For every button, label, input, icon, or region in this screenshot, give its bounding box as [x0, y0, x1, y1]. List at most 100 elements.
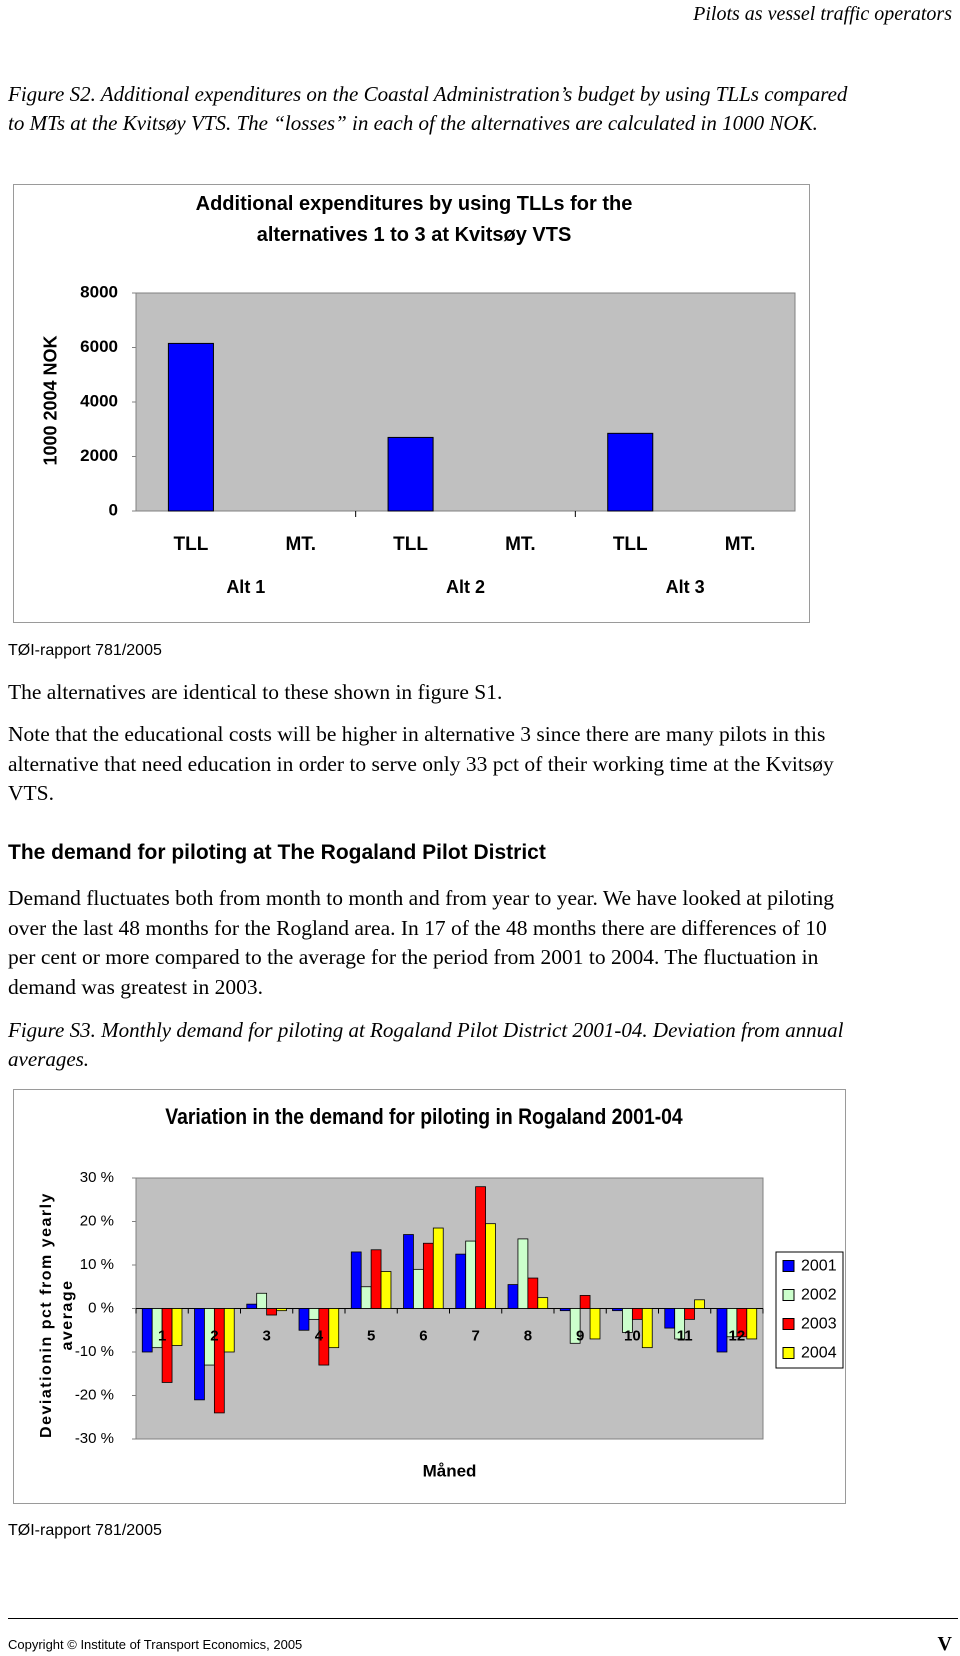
bar: [485, 1223, 496, 1309]
legend-label: 2002: [801, 1287, 837, 1304]
source-note: TØI-rapport 781/2005: [8, 642, 162, 659]
figure-caption: Figure S2. Additional expenditures on th…: [8, 82, 848, 135]
x-tick-label: MT.: [285, 534, 316, 555]
bar: [684, 1308, 695, 1320]
y-tick-label: -10 %: [75, 1343, 114, 1360]
y-tick-label: 0: [109, 500, 118, 519]
y-tick-label: -20 %: [75, 1386, 114, 1403]
bar: [308, 1308, 320, 1320]
bar: [328, 1308, 340, 1349]
legend-swatch: [782, 1289, 795, 1301]
paragraph: The alternatives are identical to these …: [8, 680, 503, 704]
bar: [161, 1308, 173, 1383]
figure-caption: Figure S3. Monthly demand for piloting a…: [8, 1018, 844, 1071]
y-tick-label: -30 %: [75, 1430, 114, 1447]
y-tick-label: 6000: [80, 337, 118, 356]
bar: [171, 1308, 183, 1346]
y-tick-label: 10 %: [80, 1256, 114, 1273]
bar: [589, 1308, 601, 1340]
y-tick-label: 0 %: [88, 1299, 114, 1316]
bar: [256, 1292, 268, 1309]
x-tick-label: TLL: [174, 534, 209, 555]
bar: [559, 1308, 571, 1312]
x-tick-label: 3: [262, 1327, 270, 1344]
x-tick-label: 2: [210, 1327, 218, 1344]
bar: [465, 1240, 477, 1309]
bar: [246, 1303, 258, 1309]
x-tick-label: 9: [576, 1327, 584, 1344]
x-tick-label: 5: [367, 1327, 375, 1344]
y-tick-label: 8000: [80, 282, 118, 301]
bar: [350, 1251, 362, 1309]
footer-rule: [8, 1618, 958, 1619]
bar: [213, 1308, 225, 1414]
x-tick-label: TLL: [393, 534, 428, 555]
x-tick-label: 12: [729, 1327, 746, 1344]
legend-label: 2001: [801, 1258, 837, 1275]
source-note: TØI-rapport 781/2005: [8, 1522, 162, 1539]
legend-swatch: [782, 1260, 795, 1272]
bar: [141, 1308, 153, 1353]
bar: [716, 1308, 728, 1353]
paragraph: Note that the educational costs will be …: [8, 722, 834, 805]
chart: -30 %-20 %-10 %0 %10 %20 %30 %1 2 3 4 5 6 7 8 9 1…: [75, 1169, 844, 1480]
bar: [746, 1308, 758, 1340]
x-tick-label: 4: [315, 1327, 324, 1344]
bar: [413, 1268, 424, 1309]
x-tick-label: 6: [419, 1327, 427, 1344]
bar: [194, 1308, 205, 1401]
x-tick-label: MT.: [505, 534, 536, 555]
bar: [537, 1297, 549, 1309]
x-tick-label: 7: [471, 1327, 479, 1344]
x-tick-label: MT.: [725, 534, 756, 555]
bar: [612, 1308, 623, 1312]
bar: [167, 342, 214, 512]
bar: [641, 1308, 653, 1349]
bar: [298, 1308, 310, 1331]
bar: [455, 1253, 467, 1309]
page-number: V: [937, 1633, 952, 1655]
bar: [266, 1308, 277, 1316]
paragraph: Demand fluctuates both from month to mon…: [8, 886, 835, 999]
x-tick-label: 1: [158, 1327, 166, 1344]
x-tick-label: 10: [624, 1327, 641, 1344]
bar: [569, 1308, 581, 1344]
plot-area: [135, 292, 796, 512]
bar: [360, 1286, 372, 1309]
bar: [517, 1238, 529, 1309]
chart-title: Variation in the demand for piloting in …: [165, 1104, 683, 1129]
x-tick-label: 8: [524, 1327, 532, 1344]
bar: [694, 1299, 705, 1309]
bar: [380, 1271, 392, 1309]
bar: [674, 1308, 686, 1340]
y-tick-label: 2000: [80, 446, 118, 465]
group-label: Alt 1: [226, 577, 265, 597]
bar: [664, 1308, 676, 1329]
bar: [507, 1284, 519, 1309]
bar: [387, 436, 434, 512]
legend-swatch: [782, 1347, 795, 1359]
bar: [475, 1186, 486, 1309]
bar: [276, 1308, 287, 1312]
x-tick-label: 11: [677, 1327, 693, 1344]
x-axis-label: Måned: [423, 1461, 477, 1480]
bar: [631, 1308, 643, 1320]
bar: [579, 1295, 591, 1309]
bar: [223, 1308, 235, 1353]
group-label: Alt 2: [446, 577, 485, 597]
bar: [607, 432, 654, 512]
bar: [527, 1277, 539, 1309]
bar: [370, 1249, 382, 1309]
chart-title: Additional expenditures by using TLLs fo…: [195, 193, 633, 246]
y-tick-label: 30 %: [80, 1169, 114, 1186]
chart-frame: Variation in the demand for piloting in …: [13, 1089, 846, 1504]
x-tick-label: TLL: [613, 534, 648, 555]
legend-swatch: [782, 1318, 795, 1330]
legend-label: 2004: [801, 1345, 837, 1362]
bar: [432, 1227, 444, 1309]
copyright: Copyright © Institute of Transport Econo…: [8, 1637, 303, 1652]
bar: [403, 1234, 414, 1309]
group-label: Alt 3: [666, 577, 705, 597]
legend-label: 2003: [801, 1316, 837, 1333]
